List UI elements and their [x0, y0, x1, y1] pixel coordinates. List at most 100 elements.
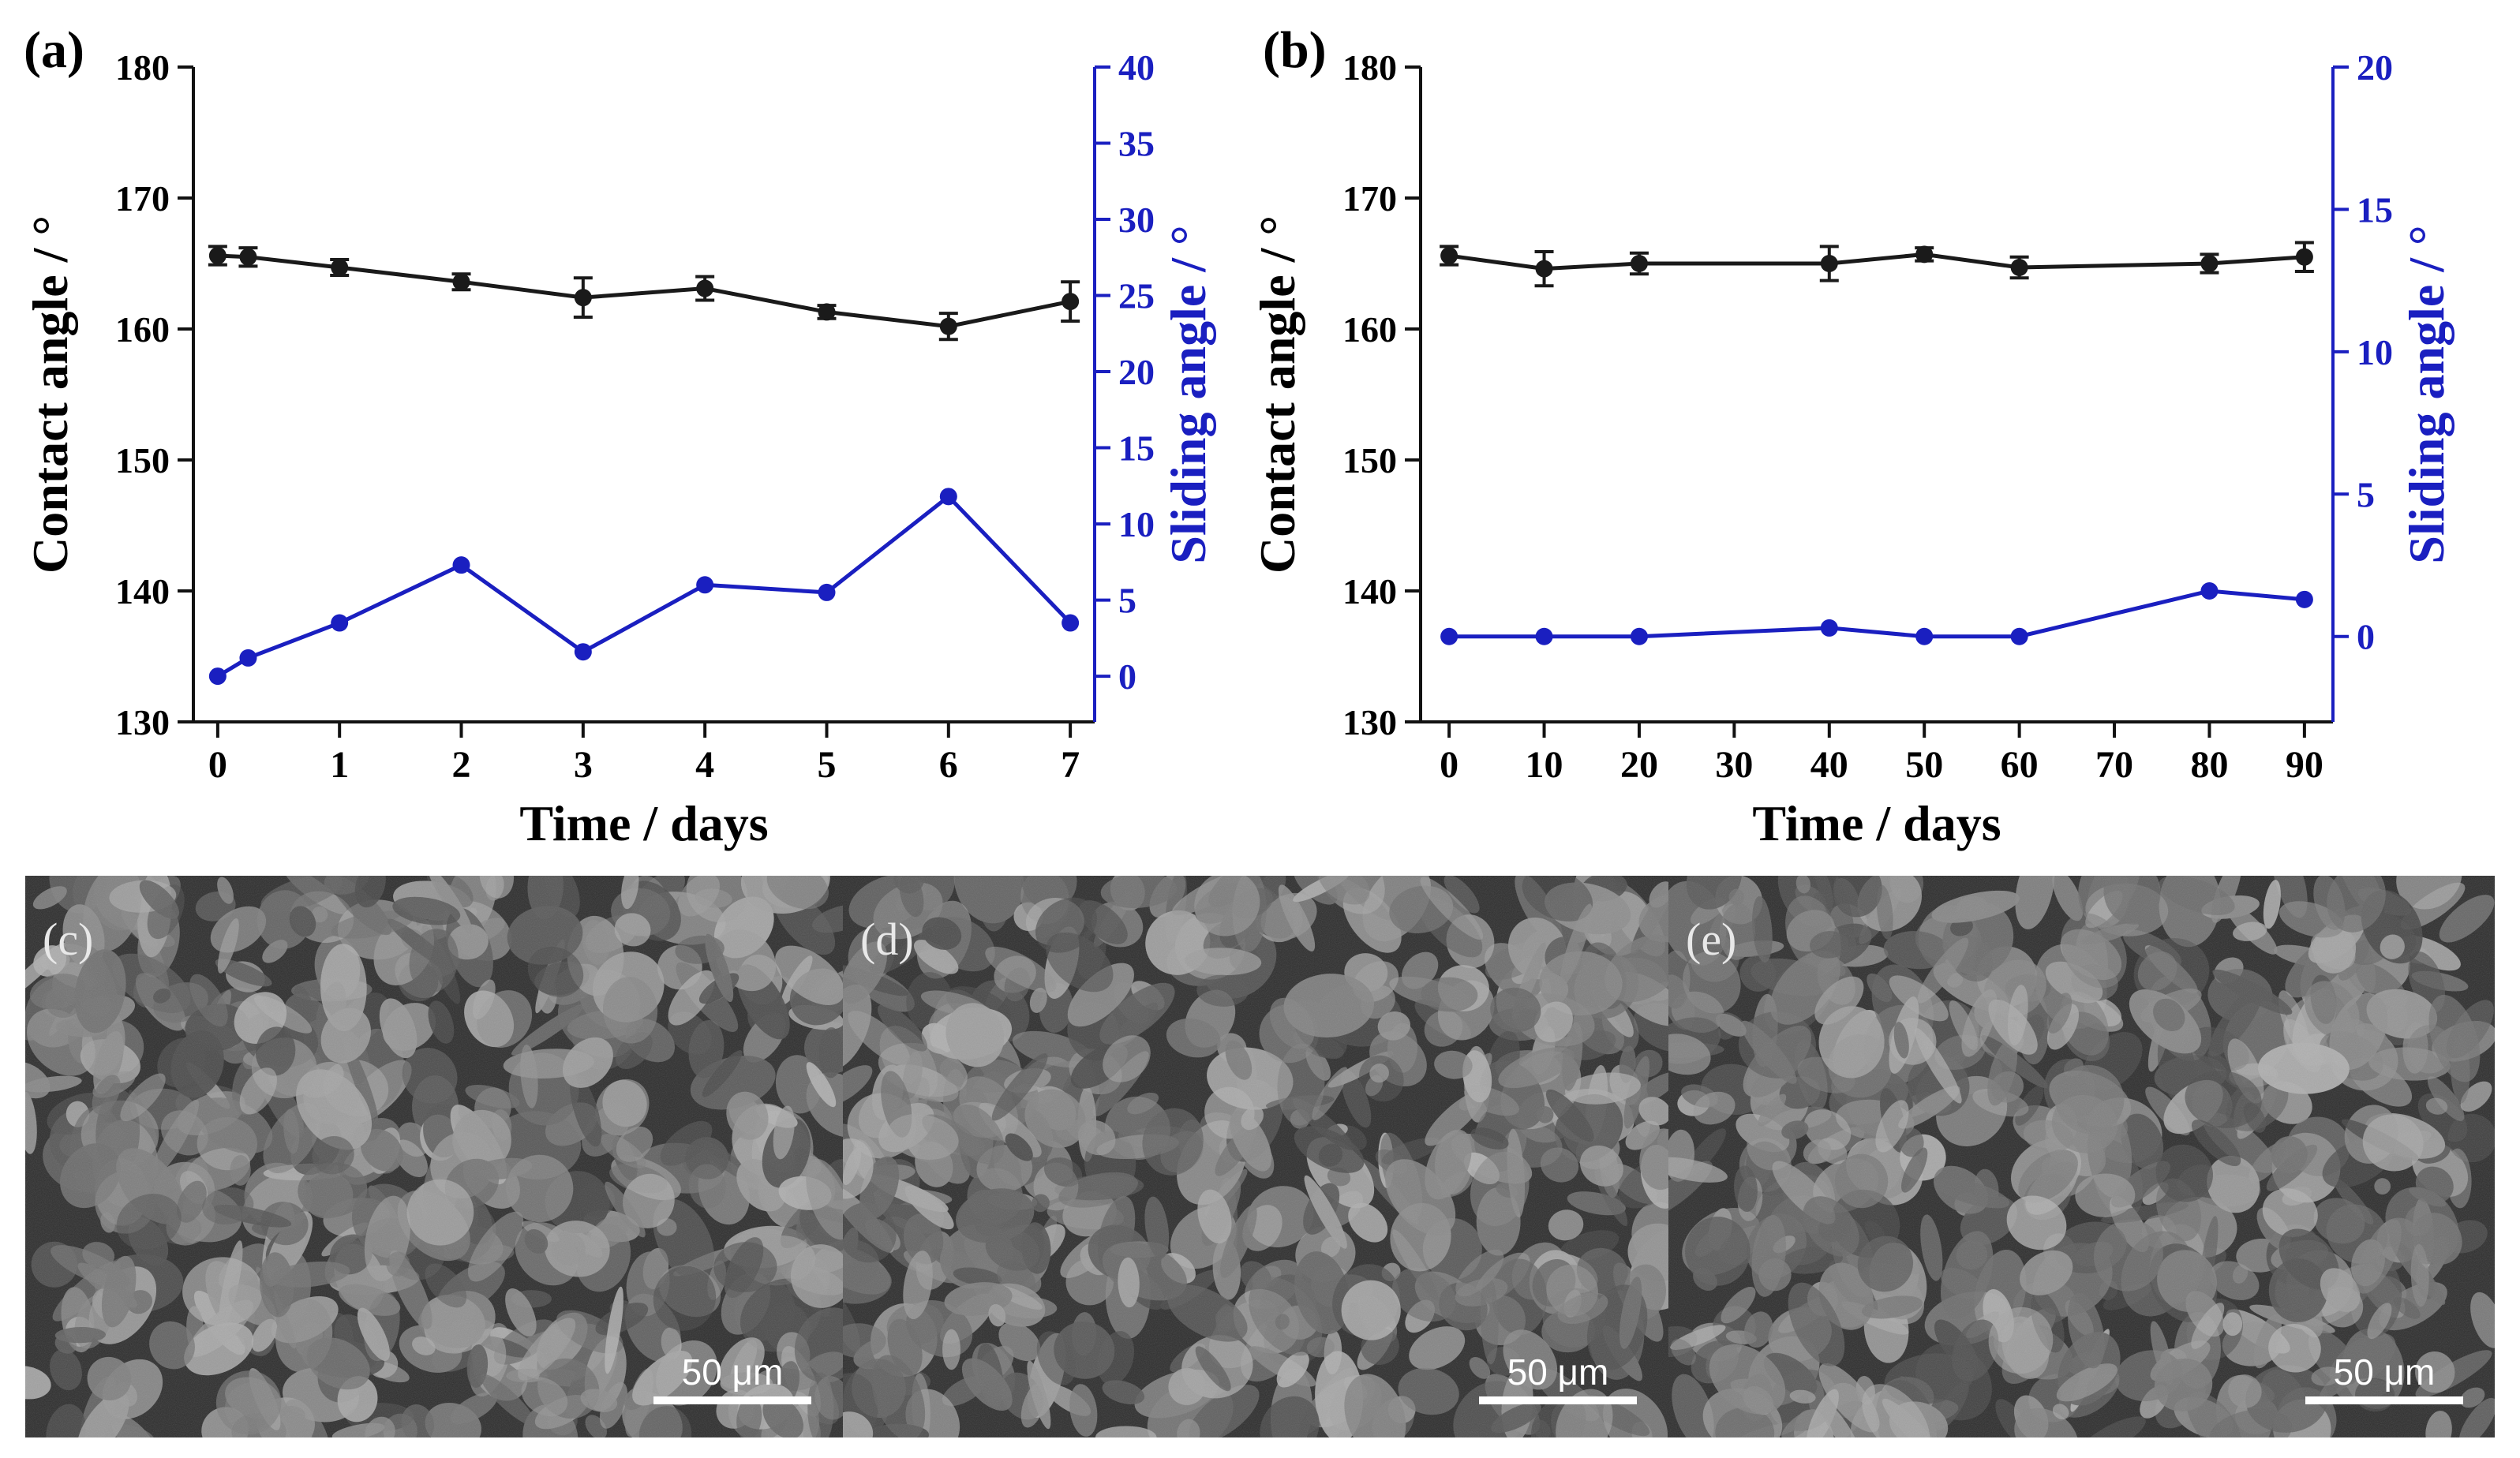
- x-tick-label: 90: [2286, 744, 2323, 786]
- sem-image-c: (c) 50 μm: [25, 876, 843, 1437]
- data-point: [1062, 293, 1080, 311]
- panel-label: (b): [1263, 21, 1327, 79]
- data-point: [1630, 255, 1648, 272]
- sem-texture: [25, 876, 843, 1437]
- y-left-axis-label: Contact angle / °: [1249, 215, 1305, 574]
- chart-panel-a: 0 1 2 3 4 5 6 7 130 140 150 160 170 180 0 5 10 15 20 25 30 35…: [22, 21, 1216, 851]
- chart-panel-b: 0 10 20 30 40 50 60 70 80 90 130 140 150 160 170 180 0 5 1…: [1249, 21, 2454, 851]
- data-point: [2010, 627, 2028, 645]
- data-point: [1630, 627, 1648, 645]
- x-tick-label: 3: [574, 744, 593, 786]
- y-left-tick-label: 140: [1342, 571, 1397, 611]
- data-point: [1820, 255, 1838, 272]
- x-tick-label: 20: [1620, 744, 1658, 786]
- data-point: [818, 583, 836, 601]
- data-point: [1915, 627, 1934, 645]
- data-point: [2295, 248, 2313, 266]
- y-left-tick-label: 140: [115, 571, 170, 611]
- x-tick-label: 60: [2001, 744, 2039, 786]
- y-right-tick-label: 35: [1118, 124, 1155, 164]
- data-point: [818, 303, 836, 321]
- x-tick-label: 4: [695, 744, 714, 786]
- y-right-axis-label: Sliding angle / °: [2398, 225, 2454, 563]
- x-tick-label: 70: [2095, 744, 2133, 786]
- data-point: [696, 279, 714, 297]
- x-tick-label: 5: [817, 744, 836, 786]
- x-axis-label: Time / days: [519, 795, 768, 851]
- data-point: [1535, 627, 1553, 645]
- data-point: [331, 258, 349, 276]
- data-point: [696, 576, 714, 594]
- x-tick-label: 6: [939, 744, 958, 786]
- data-point: [1062, 614, 1080, 632]
- scale-bar-label: 50 μm: [1507, 1351, 1609, 1393]
- scale-bar: [653, 1396, 811, 1404]
- y-right-tick-label: 10: [1118, 504, 1155, 544]
- x-tick-label: 0: [1440, 744, 1458, 786]
- scale-bar-label: 50 μm: [682, 1351, 784, 1393]
- y-left-tick-label: 150: [1342, 440, 1397, 480]
- sem-image-d: (d) 50 μm: [843, 876, 1668, 1437]
- x-tick-label: 80: [2190, 744, 2228, 786]
- sem-image-e: (e) 50 μm: [1668, 876, 2495, 1437]
- data-point: [939, 317, 957, 335]
- y-right-tick-label: 10: [2357, 332, 2393, 372]
- y-right-tick-label: 15: [1118, 428, 1155, 469]
- data-point: [1820, 619, 1838, 637]
- y-right-tick-label: 30: [1118, 200, 1155, 240]
- y-left-tick-label: 160: [1342, 309, 1397, 350]
- y-right-tick-label: 0: [1118, 656, 1136, 697]
- x-tick-label: 7: [1061, 744, 1080, 786]
- scale-bar: [2305, 1396, 2463, 1404]
- y-left-tick-label: 180: [1342, 47, 1397, 88]
- y-right-axis-label: Sliding angle / °: [1160, 225, 1216, 563]
- series-line: [1449, 589, 2305, 639]
- sem-micrographs: (c) 50 μm (d) 50 μm (e) 50 μm: [25, 876, 2495, 1437]
- data-point: [239, 248, 257, 266]
- data-point: [1915, 245, 1934, 264]
- x-tick-label: 40: [1810, 744, 1848, 786]
- panel-label: (d): [860, 914, 914, 965]
- data-point: [331, 614, 349, 632]
- panel-label: (c): [43, 914, 93, 965]
- data-point: [574, 643, 592, 661]
- x-tick-label: 0: [208, 744, 227, 786]
- y-left-tick-label: 170: [115, 178, 170, 219]
- data-point: [239, 649, 257, 667]
- data-point: [939, 488, 957, 506]
- data-point: [452, 273, 470, 291]
- data-point: [1440, 627, 1458, 645]
- data-point: [574, 289, 592, 307]
- data-point: [208, 667, 227, 686]
- panel-label: (e): [1686, 914, 1736, 965]
- scale-bar-label: 50 μm: [2334, 1351, 2436, 1393]
- data-point: [2200, 255, 2219, 272]
- data-point: [2200, 582, 2219, 600]
- y-right-tick-label: 5: [1118, 581, 1136, 621]
- y-left-tick-label: 130: [1342, 702, 1397, 742]
- y-right-tick-label: 0: [2357, 617, 2375, 657]
- data-point: [1535, 260, 1553, 278]
- data-point: [1440, 247, 1458, 265]
- y-right-tick-label: 20: [2357, 47, 2393, 88]
- y-left-tick-label: 180: [115, 47, 170, 88]
- x-tick-label: 30: [1715, 744, 1753, 786]
- x-axis-label: Time / days: [1752, 795, 2001, 851]
- y-left-axis-label: Contact angle / °: [22, 215, 78, 574]
- data-point: [2295, 590, 2313, 608]
- y-right-tick-label: 20: [1118, 352, 1155, 392]
- panel-label: (a): [24, 21, 84, 79]
- y-right-tick-label: 5: [2357, 474, 2375, 514]
- scale-bar: [1479, 1396, 1637, 1404]
- y-right-tick-label: 40: [1118, 47, 1155, 88]
- y-left-tick-label: 130: [115, 702, 170, 742]
- sem-texture: [1668, 876, 2495, 1437]
- y-right-tick-label: 15: [2357, 189, 2393, 230]
- data-point: [452, 556, 470, 574]
- x-tick-label: 1: [330, 744, 349, 786]
- series-line: [216, 493, 1072, 679]
- data-point: [208, 247, 227, 265]
- x-tick-label: 10: [1526, 744, 1563, 786]
- y-left-tick-label: 150: [115, 440, 170, 480]
